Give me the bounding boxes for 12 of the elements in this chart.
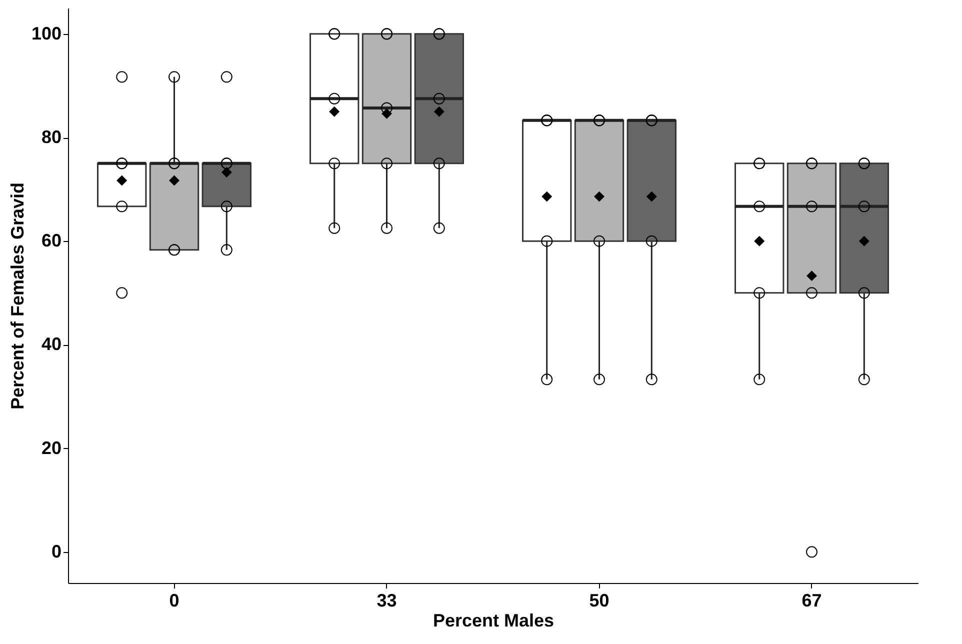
y-tick-label: 60: [41, 230, 62, 251]
y-tick-label: 100: [31, 23, 62, 44]
x-tick-label: 50: [589, 590, 610, 610]
y-tick-label: 80: [41, 127, 62, 148]
x-tick-label: 0: [169, 590, 180, 610]
y-tick-label: 20: [41, 438, 62, 458]
y-axis-title: Percent of Females Gravid: [7, 182, 28, 410]
y-tick-label: 40: [41, 334, 62, 354]
x-axis-title: Percent Males: [432, 610, 554, 630]
x-tick-label: 67: [802, 590, 822, 610]
x-tick-label: 33: [376, 590, 397, 610]
y-tick-label: 0: [51, 541, 62, 562]
